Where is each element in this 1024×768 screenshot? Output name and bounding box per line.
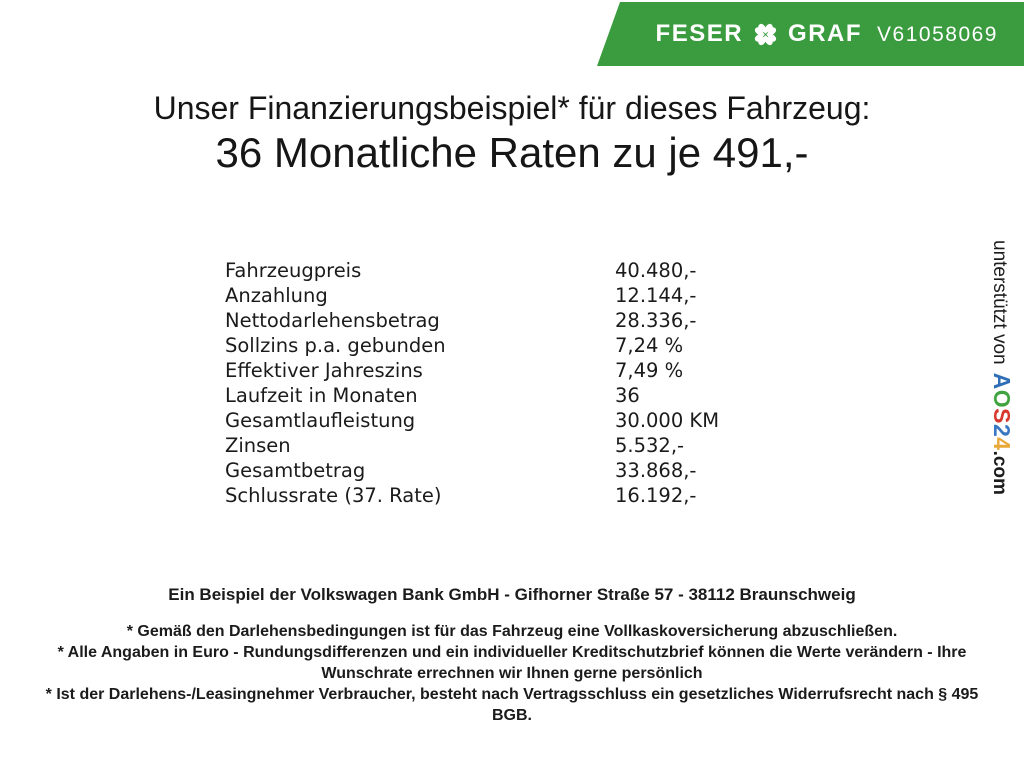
disclaimer-block: * Gemäß den Darlehensbedingungen ist für… <box>45 621 979 726</box>
table-row: Gesamtbetrag 33.868,- <box>225 458 719 483</box>
supported-by-sidebar: unterstützt von AOS24 .com <box>983 240 1015 524</box>
row-value: 40.480,- <box>615 259 697 282</box>
disclaimer-line: * Alle Angaben in Euro - Rundungsdiffere… <box>57 644 967 682</box>
row-value: 7,24 % <box>615 334 684 357</box>
row-label: Effektiver Jahreszins <box>225 359 423 382</box>
row-value: 33.868,- <box>615 459 697 482</box>
row-label: Fahrzeugpreis <box>225 259 362 282</box>
row-label: Nettodarlehensbetrag <box>225 309 440 332</box>
table-row: Gesamtlaufleistung 30.000 KM <box>225 408 719 433</box>
disclaimer-line: * Gemäß den Darlehensbedingungen ist für… <box>126 623 898 640</box>
aos24-logo: AOS24 <box>988 373 1015 451</box>
footer: Ein Beispiel der Volkswagen Bank GmbH - … <box>0 585 1024 726</box>
brand-feser: FESER <box>655 20 744 47</box>
table-row: Nettodarlehensbetrag 28.336,- <box>225 308 719 333</box>
aos24-letter: 2 <box>989 423 1015 438</box>
bank-address-line: Ein Beispiel der Volkswagen Bank GmbH - … <box>168 585 856 604</box>
table-row: Laufzeit in Monaten 36 <box>225 383 719 408</box>
disclaimer-line: * Ist der Darlehens-/Leasingnehmer Verbr… <box>45 686 979 724</box>
row-value: 36 <box>615 384 640 407</box>
brand-graf: GRAF <box>788 20 863 47</box>
aos24-letter: A <box>989 372 1015 390</box>
row-label: Zinsen <box>225 434 291 457</box>
row-label: Schlussrate (37. Rate) <box>225 484 442 507</box>
page-title: Unser Finanzierungsbeispiel* für dieses … <box>153 90 871 126</box>
row-value: 30.000 KM <box>615 409 720 432</box>
row-label: Laufzeit in Monaten <box>225 384 418 407</box>
vehicle-code: V61058069 <box>877 22 998 46</box>
row-value: 12.144,- <box>615 284 697 307</box>
table-row: Schlussrate (37. Rate) 16.192,- <box>225 483 719 508</box>
row-value: 7,49 % <box>615 359 684 382</box>
aos24-letter: 4 <box>989 437 1015 451</box>
row-label: Anzahlung <box>225 284 328 307</box>
rate-subtitle: 36 Monatliche Raten zu je 491,- <box>215 129 809 176</box>
table-row: Anzahlung 12.144,- <box>225 283 719 308</box>
row-label: Gesamtlaufleistung <box>225 409 416 432</box>
row-label: Sollzins p.a. gebunden <box>225 334 446 357</box>
supported-by-label: unterstützt von <box>989 240 1010 365</box>
table-row: Sollzins p.a. gebunden 7,24 % <box>225 333 719 358</box>
aos24-letter: O <box>989 389 1015 409</box>
aos24-letter: S <box>989 408 1015 424</box>
row-value: 16.192,- <box>615 484 697 507</box>
clover-icon <box>754 23 777 45</box>
dealer-banner: FESER GRAF V61058069 <box>597 2 1024 66</box>
table-row: Zinsen 5.532,- <box>225 433 719 458</box>
row-label: Gesamtbetrag <box>225 459 366 482</box>
aos24-domain-suffix: .com <box>989 450 1010 495</box>
table-row: Effektiver Jahreszins 7,49 % <box>225 358 719 383</box>
row-value: 28.336,- <box>615 309 697 332</box>
table-row: Fahrzeugpreis 40.480,- <box>225 258 719 283</box>
headline-block: Unser Finanzierungsbeispiel* für dieses … <box>0 88 1024 176</box>
row-value: 5.532,- <box>615 434 685 457</box>
financing-table: Fahrzeugpreis 40.480,- Anzahlung 12.144,… <box>225 258 719 508</box>
